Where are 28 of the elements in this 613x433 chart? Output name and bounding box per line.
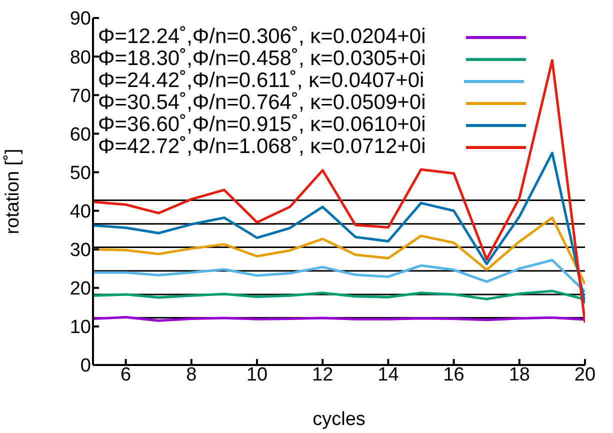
y-tick-label: 50 xyxy=(70,162,91,184)
y-tick-label: 90 xyxy=(70,8,91,30)
y-axis-title: rotation [˚] xyxy=(2,148,24,234)
x-tick-label: 20 xyxy=(574,364,596,386)
line-series xyxy=(93,258,585,293)
legend-label: Φ=24.42˚,Φ/n=0.611˚, κ=0.0407+0i xyxy=(98,69,424,92)
legend-label: Φ=36.60˚,Φ/n=0.915˚, κ=0.0610+0i xyxy=(98,113,426,136)
x-axis-title: cycles xyxy=(312,409,366,430)
x-tick-label: 18 xyxy=(508,364,530,386)
legend-label: Φ=30.54˚,Φ/n=0.764˚, κ=0.0509+0i xyxy=(98,91,426,114)
x-tick-label: 10 xyxy=(246,364,268,386)
y-tick-label: 30 xyxy=(70,240,91,262)
y-tick-label: 70 xyxy=(70,86,91,107)
y-tick-label: 20 xyxy=(70,278,91,300)
line-series xyxy=(93,216,585,286)
y-tick-label: 0 xyxy=(80,356,91,377)
y-tick-label: 10 xyxy=(70,317,91,338)
x-tick-label: 8 xyxy=(186,364,197,386)
legend-label: Φ=18.30˚,Φ/n=0.458˚, κ=0.0305+0i xyxy=(98,47,426,70)
x-tick-label: 6 xyxy=(120,364,132,386)
x-tick-label: 14 xyxy=(378,364,400,386)
x-tick-label: 12 xyxy=(312,364,334,386)
y-tick-label: 60 xyxy=(70,124,91,146)
y-tick-label: 40 xyxy=(70,202,91,223)
y-tick-label: 80 xyxy=(70,47,91,68)
x-tick-label: 16 xyxy=(443,364,464,386)
legend-label: Φ=12.24˚,Φ/n=0.306˚, κ=0.0204+0i xyxy=(98,25,426,48)
legend-label: Φ=42.72˚,Φ/n=1.068˚, κ=0.0712+0i xyxy=(98,135,426,158)
